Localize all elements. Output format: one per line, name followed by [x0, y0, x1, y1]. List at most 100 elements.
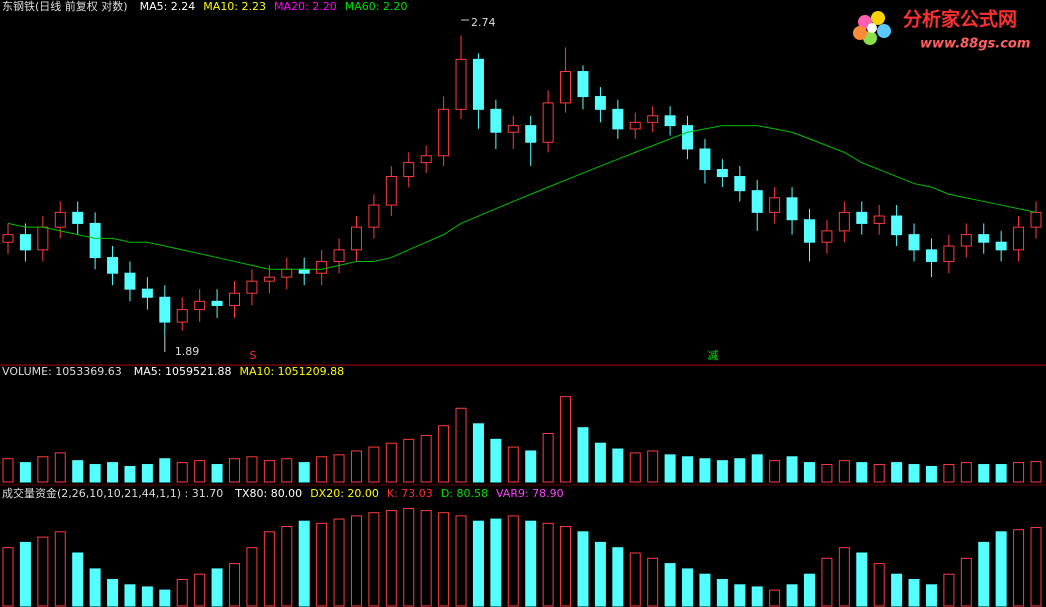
bar: [507, 515, 519, 607]
candle-body: [856, 211, 868, 224]
candle-body: [838, 211, 850, 232]
bar: [943, 573, 955, 607]
bar: [943, 464, 955, 483]
candle-body: [107, 257, 119, 274]
bar: [472, 520, 484, 607]
candle-body: [525, 125, 537, 143]
candle-body: [246, 280, 258, 294]
candle-body: [281, 268, 293, 278]
bar: [420, 434, 432, 483]
candle-body: [682, 125, 694, 150]
bar: [229, 458, 241, 483]
bar: [542, 522, 554, 607]
bar: [124, 465, 136, 483]
bar: [316, 456, 328, 483]
candle-body: [786, 197, 798, 221]
bar: [507, 446, 519, 483]
bar: [19, 541, 31, 607]
bar: [873, 563, 885, 607]
bar: [664, 563, 676, 607]
bar: [682, 568, 694, 607]
bar: [211, 464, 223, 483]
candle-body: [298, 268, 310, 274]
bar: [577, 531, 589, 607]
bar: [838, 460, 850, 483]
bar: [786, 456, 798, 483]
bar: [455, 515, 467, 607]
bar: [960, 557, 972, 607]
bar: [699, 458, 711, 483]
bar: [908, 464, 920, 483]
bar: [350, 450, 362, 483]
candle-body: [891, 215, 903, 236]
bar: [107, 462, 119, 483]
bar: [159, 589, 171, 607]
candle-body: [455, 58, 467, 110]
candle-body: [978, 234, 990, 243]
bar: [891, 462, 903, 483]
legend-entry: DX20: 20.00: [310, 487, 379, 500]
candle-body: [943, 245, 955, 262]
bar: [263, 460, 275, 483]
bar: [664, 454, 676, 483]
bar: [281, 526, 293, 607]
bar: [263, 531, 275, 607]
bar: [89, 568, 101, 607]
bar: [246, 456, 258, 483]
candle-body: [141, 288, 153, 298]
bar: [141, 586, 153, 607]
legend-entry: MA5: 1059521.88: [134, 365, 232, 378]
bar: [37, 536, 49, 607]
bar: [298, 462, 310, 483]
bar: [1013, 462, 1025, 483]
bar: [821, 557, 833, 607]
logo-center: [867, 23, 877, 33]
candle-body: [72, 211, 84, 224]
candle-body: [37, 226, 49, 251]
candle-body: [751, 190, 763, 213]
bar: [350, 515, 362, 607]
candle-body: [803, 219, 815, 243]
bar: [612, 448, 624, 483]
candle-body: [159, 296, 171, 323]
candle-body: [333, 249, 345, 262]
candle-body: [19, 234, 31, 251]
bar: [647, 557, 659, 607]
candle-body: [647, 115, 659, 123]
bar: [124, 584, 136, 607]
bar: [298, 520, 310, 607]
candle-body: [821, 230, 833, 243]
bar: [176, 579, 188, 607]
candle-body: [542, 102, 554, 143]
candle-body: [472, 58, 484, 110]
candle-body: [2, 234, 14, 243]
bar: [995, 464, 1007, 483]
legend-entry: MA5: 2.24: [140, 0, 196, 13]
bar: [159, 458, 171, 483]
bar: [368, 446, 380, 483]
logo-petal: [853, 26, 867, 40]
bar: [542, 433, 554, 483]
bar: [403, 438, 415, 483]
bar: [54, 531, 66, 607]
candle-body: [263, 276, 275, 282]
bar: [420, 510, 432, 607]
candle-body: [507, 125, 519, 133]
bar: [211, 568, 223, 607]
bar: [995, 531, 1007, 607]
candle-body: [560, 71, 572, 104]
bar: [612, 547, 624, 607]
candle-body: [960, 234, 972, 247]
bar: [72, 552, 84, 607]
candle-body: [577, 71, 589, 98]
bar: [316, 522, 328, 607]
bar: [438, 512, 450, 607]
bar: [1013, 529, 1025, 607]
candle-body: [385, 176, 397, 206]
bar: [873, 464, 885, 483]
logo-petal: [871, 11, 885, 25]
legend-entry: D: 80.58: [441, 487, 488, 500]
bar: [716, 460, 728, 483]
legend-entry: K: 73.03: [387, 487, 433, 500]
